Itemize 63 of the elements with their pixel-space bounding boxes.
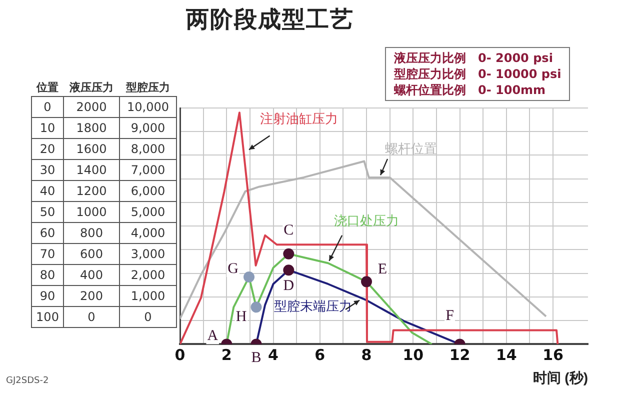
text: 1800	[64, 118, 120, 138]
x-tick-label: 10	[402, 346, 424, 364]
text: 位置	[32, 78, 64, 96]
annotation: B	[251, 350, 262, 366]
x-tick-label: 8	[361, 346, 372, 364]
text: 10,000	[120, 96, 176, 118]
text: 2000	[64, 96, 120, 118]
text: 液压压力	[64, 78, 120, 96]
x-tick-label: 16	[542, 346, 564, 364]
text: 0	[32, 96, 64, 118]
text: 型腔压力比例 0- 10000 psi	[394, 67, 562, 81]
text: 1000	[64, 202, 120, 222]
text: 30	[32, 160, 64, 180]
text: 1600	[64, 138, 120, 160]
text: 3,000	[120, 244, 176, 264]
text: 200	[64, 286, 120, 306]
annotation: G	[228, 260, 239, 277]
text: 10	[32, 118, 64, 138]
x-tick-label: 12	[449, 346, 470, 364]
annotation: D	[283, 278, 294, 294]
annotation: H	[236, 309, 247, 326]
text: 螺杆位置比例 0- 100mm	[394, 83, 546, 97]
text: 40	[32, 180, 64, 202]
x-tick-label: 2	[221, 346, 232, 364]
text: 1400	[64, 160, 120, 180]
text: 2,000	[120, 264, 176, 286]
text: 60	[32, 222, 64, 244]
x-tick-label: 6	[314, 346, 326, 364]
text: 90	[32, 286, 64, 306]
text: 400	[64, 264, 120, 286]
text: 4,000	[120, 222, 176, 244]
annotation: E	[378, 262, 388, 278]
x-axis-title: 时间 (秒)	[532, 369, 588, 386]
annotation: A	[207, 328, 218, 344]
series-label: 型腔末端压力	[274, 300, 352, 315]
text: GJ2SDS-2	[6, 376, 49, 386]
x-tick-label: 4	[268, 346, 278, 364]
text: 0	[64, 306, 120, 328]
x-tick-label: 0	[174, 346, 186, 364]
text: 100	[32, 306, 64, 328]
text: 5,000	[120, 202, 176, 222]
text: 液压压力比例 0- 2000 psi	[394, 51, 553, 65]
x-tick-label: 14	[496, 346, 517, 364]
text: 9,000	[120, 118, 176, 138]
text: 50	[32, 202, 64, 222]
text: 800	[64, 222, 120, 244]
text: 0	[120, 306, 176, 328]
text: 600	[64, 244, 120, 264]
text: 70	[32, 244, 64, 264]
text: 1,000	[120, 286, 176, 306]
series-label: 注射油缸压力	[260, 112, 338, 127]
text: 浇口处压力	[334, 214, 400, 229]
text: 7,000	[120, 160, 176, 180]
text: 80	[32, 264, 64, 286]
annotation: C	[284, 222, 294, 239]
text: 20	[32, 138, 64, 160]
annotation: F	[446, 308, 454, 324]
text: 型腔压力	[120, 78, 176, 96]
text: 8,000	[120, 138, 176, 160]
text: 6,000	[120, 180, 176, 202]
series-label: 螺杆位置	[384, 142, 437, 158]
text: 1200	[64, 180, 120, 202]
chart-title: 两阶段成型工艺	[186, 6, 354, 35]
